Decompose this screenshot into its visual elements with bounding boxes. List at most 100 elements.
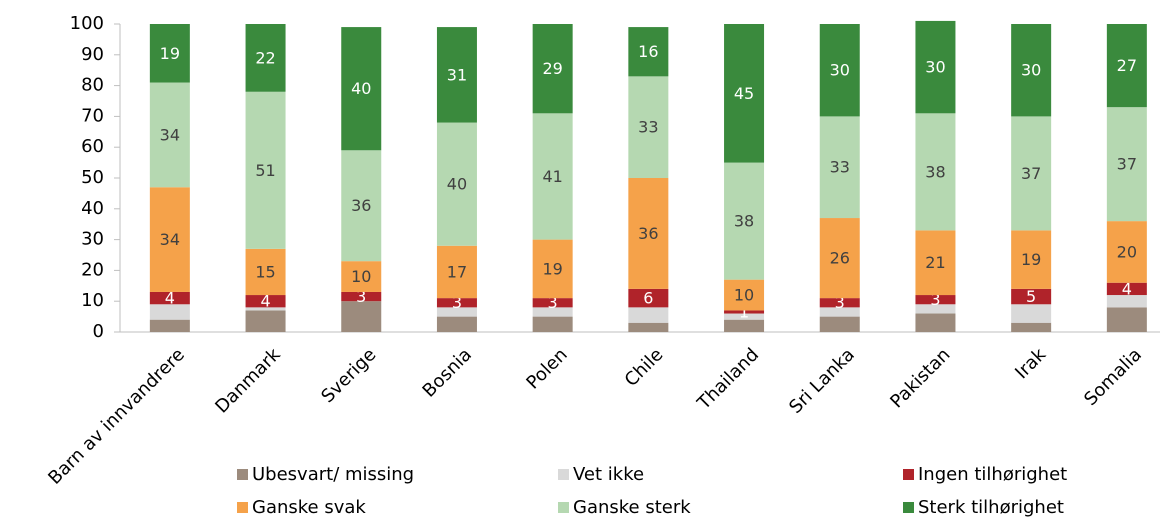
bar-segment xyxy=(628,27,669,77)
legend-label: Ganske sterk xyxy=(573,497,691,518)
bar-segment xyxy=(436,316,477,332)
legend-swatch xyxy=(903,469,914,480)
bar-segment xyxy=(628,322,669,332)
bar-segment xyxy=(1011,322,1052,332)
data-label: 3 xyxy=(452,293,462,312)
bar-segment xyxy=(724,24,765,163)
y-tick-label: 30 xyxy=(81,229,104,250)
legend-swatch xyxy=(237,469,248,480)
bar-segment xyxy=(915,20,956,114)
bar-segment xyxy=(915,113,956,231)
data-label: 37 xyxy=(1117,155,1137,174)
data-label: 26 xyxy=(830,249,850,268)
data-label: 33 xyxy=(638,118,658,137)
bar-segment xyxy=(532,239,573,299)
bar-segment xyxy=(1011,288,1052,305)
data-label: 34 xyxy=(160,125,180,144)
data-label: 22 xyxy=(255,48,275,67)
data-label: 3 xyxy=(548,293,558,312)
bar-segment xyxy=(341,291,382,302)
bar-segment xyxy=(915,230,956,296)
bar-segment xyxy=(1106,221,1147,283)
bar-segment xyxy=(819,218,860,299)
bar-segment xyxy=(341,150,382,262)
data-label: 38 xyxy=(925,162,945,181)
data-label: 34 xyxy=(160,230,180,249)
data-label: 31 xyxy=(447,65,467,84)
bar-segment xyxy=(436,307,477,317)
data-label: 19 xyxy=(542,259,562,278)
data-label: 19 xyxy=(160,44,180,63)
data-label: 40 xyxy=(447,175,467,194)
bar-segment xyxy=(1106,295,1147,308)
bar-segment xyxy=(436,298,477,308)
bar-segment xyxy=(1106,307,1147,332)
data-label: 6 xyxy=(643,289,653,308)
y-tick-label: 80 xyxy=(81,75,104,96)
data-label: 20 xyxy=(1117,242,1137,261)
data-label: 16 xyxy=(638,42,658,61)
data-label: 4 xyxy=(1122,279,1132,298)
bar-segment xyxy=(149,24,190,83)
bar-segment xyxy=(724,162,765,280)
x-tick-label: Barn av innvandrere xyxy=(44,344,189,489)
data-label: 10 xyxy=(734,286,754,305)
y-tick-label: 70 xyxy=(81,105,104,126)
data-label: 30 xyxy=(830,61,850,80)
legend-label: Ganske svak xyxy=(252,497,366,518)
bar-segment xyxy=(149,319,190,332)
x-tick-label: Sri Lanka xyxy=(785,344,859,418)
bar-segment xyxy=(1011,24,1052,117)
y-tick-label: 40 xyxy=(81,198,104,219)
bar-segment xyxy=(532,307,573,317)
bar-segment xyxy=(819,24,860,117)
data-label: 38 xyxy=(734,212,754,231)
legend-label: Ingen tilhørighet xyxy=(918,464,1067,485)
bar-segment xyxy=(1106,282,1147,296)
data-label: 15 xyxy=(255,262,275,281)
bar-segment xyxy=(1011,116,1052,231)
data-label: 30 xyxy=(1021,61,1041,80)
bar-segment xyxy=(245,91,286,249)
y-tick-label: 50 xyxy=(81,167,104,188)
data-label: 33 xyxy=(830,158,850,177)
bar-segment xyxy=(724,313,765,320)
legend-label: Sterk tilhørighet xyxy=(918,497,1064,518)
bar-segment xyxy=(915,313,956,332)
bar-segment xyxy=(532,113,573,240)
bar-segment xyxy=(149,187,190,292)
bar-segment xyxy=(532,316,573,332)
bar-segment xyxy=(532,298,573,308)
bar-segment xyxy=(915,295,956,305)
data-label: 36 xyxy=(351,196,371,215)
data-label: 4 xyxy=(165,289,175,308)
bar-segment xyxy=(245,295,286,308)
bar-segment xyxy=(436,27,477,123)
x-tick-label: Bosnia xyxy=(419,344,476,401)
y-tick-label: 100 xyxy=(70,13,104,34)
bar-segment xyxy=(628,307,669,323)
data-label: 36 xyxy=(638,224,658,243)
bar-segment xyxy=(149,82,190,188)
bar-segment xyxy=(1106,24,1147,108)
bar-segment xyxy=(724,310,765,314)
bar-segment xyxy=(724,279,765,311)
x-tick-label: Chile xyxy=(621,344,668,391)
y-tick-label: 20 xyxy=(81,259,104,280)
data-label: 10 xyxy=(351,267,371,286)
data-label: 37 xyxy=(1021,164,1041,183)
x-tick-label: Somalia xyxy=(1080,344,1146,410)
x-tick-label: Sverige xyxy=(317,344,380,407)
bar-segment xyxy=(628,76,669,178)
bar-segment xyxy=(1011,230,1052,289)
data-label: 4 xyxy=(260,292,270,311)
data-label: 30 xyxy=(925,58,945,77)
x-tick-label: Pakistan xyxy=(886,344,954,412)
data-label: 41 xyxy=(542,167,562,186)
bar-segment xyxy=(149,291,190,305)
bar-segment xyxy=(724,319,765,332)
legend-swatch xyxy=(558,469,569,480)
bar-segment xyxy=(915,304,956,314)
data-label: 5 xyxy=(1026,287,1036,306)
data-label: 40 xyxy=(351,79,371,98)
